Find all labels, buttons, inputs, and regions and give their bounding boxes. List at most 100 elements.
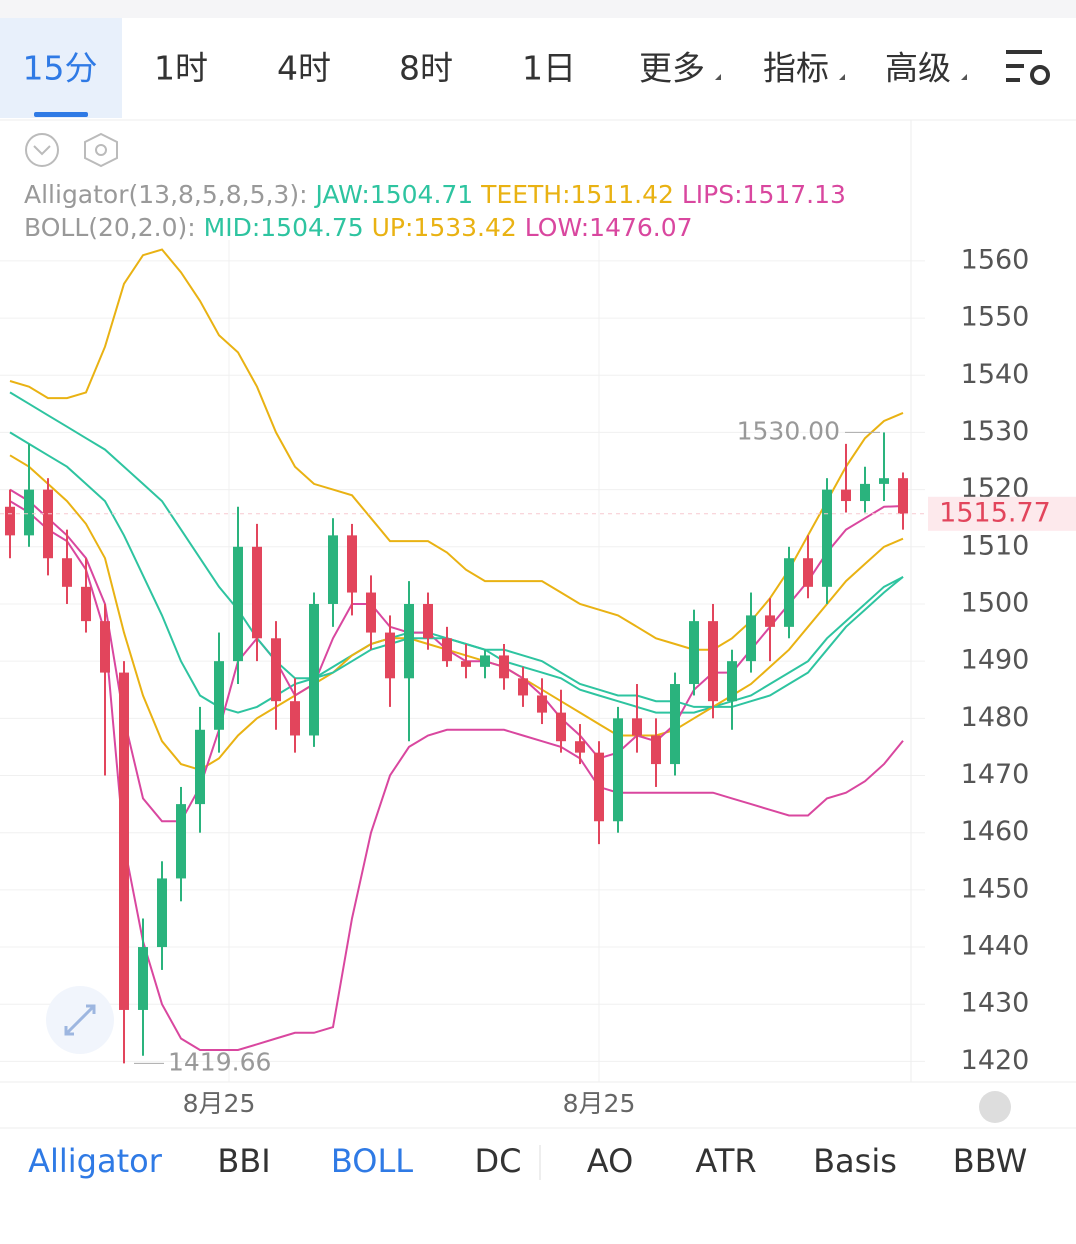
- y-tick-label: 1490: [961, 645, 1030, 676]
- candle-body: [195, 729, 205, 805]
- candle-body: [537, 695, 547, 713]
- legend-text: UP:: [372, 213, 414, 242]
- scroll-end-button[interactable]: [979, 1091, 1011, 1123]
- min-label: 1419.66: [168, 1047, 271, 1076]
- dropdown-arrow: [839, 74, 845, 80]
- legend-text: MID:: [204, 213, 261, 242]
- timeframe-tab[interactable]: 1日: [522, 49, 576, 88]
- y-tick-label: 1450: [961, 873, 1030, 904]
- timeframe-tab[interactable]: 4时: [277, 49, 331, 88]
- legend-text: Alligator(13,8,5,8,5,3):: [24, 180, 308, 209]
- candle-body: [841, 489, 851, 502]
- settings-hex-icon[interactable]: [84, 132, 118, 168]
- candle-body: [366, 592, 376, 633]
- candle-body: [233, 546, 243, 662]
- dropdown-arrow: [961, 74, 967, 80]
- legend-text: BOLL(20,2.0):: [24, 213, 196, 242]
- candle-body: [594, 752, 604, 822]
- indicator-line: [9, 431, 904, 714]
- legend-text: 1504.75: [260, 213, 363, 242]
- legend-text: JAW:: [313, 180, 369, 209]
- y-tick-label: 1540: [961, 359, 1030, 390]
- indicator-line: [9, 454, 904, 771]
- candle-body: [423, 603, 433, 639]
- timeframe-tab[interactable]: 8时: [399, 49, 453, 88]
- candle-body: [670, 684, 680, 765]
- timeframe-tab[interactable]: 更多: [639, 49, 705, 88]
- timeframe-tab[interactable]: 高级: [885, 49, 951, 88]
- candle-body: [442, 638, 452, 662]
- x-tick-label: 8月25: [183, 1089, 256, 1118]
- candle-body: [651, 735, 661, 765]
- indicator-line: [9, 391, 904, 708]
- candle-body: [5, 506, 15, 536]
- last-price-label: 1515.77: [939, 497, 1051, 528]
- y-tick-label: 1440: [961, 931, 1030, 962]
- chevron: [33, 145, 51, 156]
- indicator-tab[interactable]: Alligator: [28, 1142, 163, 1180]
- indicator-line: [9, 248, 904, 651]
- candle-body: [765, 615, 775, 627]
- active-tab-indicator: [34, 112, 88, 117]
- settings-icon[interactable]: [1006, 50, 1050, 85]
- timeframe-tab[interactable]: 15分: [23, 49, 98, 88]
- candle-body: [689, 621, 699, 685]
- candle-body: [214, 661, 224, 730]
- indicator-tab[interactable]: BBW: [953, 1142, 1027, 1180]
- hex-center: [95, 144, 107, 156]
- y-tick-label: 1550: [961, 302, 1030, 333]
- collapse-icon[interactable]: [25, 133, 59, 167]
- indicator-tab[interactable]: ATR: [695, 1142, 756, 1180]
- candle-body: [784, 558, 794, 627]
- candle-body: [119, 672, 129, 1010]
- candle-body: [727, 661, 737, 702]
- legend-text: 1511.42: [571, 180, 674, 209]
- candle-body: [480, 655, 490, 667]
- legend-text: 1476.07: [589, 213, 692, 242]
- candle-body: [822, 489, 832, 587]
- y-tick-label: 1460: [961, 816, 1030, 847]
- timeframe-tab[interactable]: 1时: [154, 49, 208, 88]
- indicator-tab[interactable]: DC: [475, 1142, 522, 1180]
- candle-body: [252, 546, 262, 639]
- candle-body: [138, 947, 148, 1010]
- candle-body: [898, 478, 908, 514]
- candle-body: [632, 718, 642, 736]
- candle-body: [879, 478, 889, 484]
- active-tab-bg: [0, 18, 122, 118]
- candle-body: [24, 489, 34, 536]
- candle-body: [157, 878, 167, 948]
- timeframe-tab[interactable]: 指标: [763, 49, 829, 88]
- candle-body: [81, 586, 91, 622]
- status-bar: [0, 0, 1076, 18]
- candle-body: [518, 678, 528, 696]
- candle-body: [860, 483, 870, 502]
- candle-body: [347, 535, 357, 593]
- legend-text: 1517.13: [743, 180, 846, 209]
- y-tick-label: 1530: [961, 416, 1030, 447]
- y-tick-label: 1470: [961, 759, 1030, 790]
- indicator-tab[interactable]: BOLL: [331, 1142, 413, 1180]
- candle-body: [556, 712, 566, 742]
- y-tick-label: 1420: [961, 1045, 1030, 1076]
- candle-body: [100, 621, 110, 673]
- indicator-tab[interactable]: Basis: [813, 1142, 897, 1180]
- max-label: 1530.00: [737, 416, 840, 445]
- candle-body: [746, 615, 756, 662]
- indicator-tab[interactable]: BBI: [217, 1142, 270, 1180]
- plot-area: [0, 120, 1076, 1083]
- y-tick-label: 1480: [961, 702, 1030, 733]
- indicator-legend: BOLL(20,2.0): MID:1504.75 UP:1533.42 LOW…: [24, 213, 693, 242]
- y-tick-label: 1560: [961, 244, 1030, 275]
- candle-body: [613, 718, 623, 822]
- indicator-tab[interactable]: AO: [587, 1142, 634, 1180]
- last-price-tag: [928, 496, 1076, 531]
- legend-text: 1533.42: [413, 213, 516, 242]
- candle-body: [43, 489, 53, 559]
- legend-text: 1504.71: [370, 180, 473, 209]
- expand-icon: [64, 1004, 96, 1036]
- candle-body: [575, 741, 585, 753]
- legend-text: TEETH:: [480, 180, 570, 209]
- candle-body: [708, 621, 718, 702]
